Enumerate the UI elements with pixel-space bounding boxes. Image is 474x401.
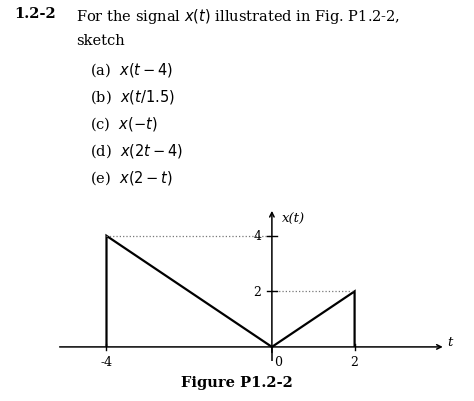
- Text: -4: -4: [100, 355, 112, 368]
- Text: (e)  $x(2-t)$: (e) $x(2-t)$: [90, 168, 173, 186]
- Text: sketch: sketch: [76, 34, 125, 48]
- Text: 2: 2: [254, 285, 262, 298]
- Text: (a)  $x(t-4)$: (a) $x(t-4)$: [90, 61, 173, 79]
- Text: (d)  $x(2t-4)$: (d) $x(2t-4)$: [90, 142, 183, 160]
- Text: t: t: [447, 336, 453, 348]
- Text: (c)  $x(-t)$: (c) $x(-t)$: [90, 115, 158, 132]
- Text: 4: 4: [254, 230, 262, 243]
- Text: 0: 0: [274, 355, 282, 368]
- Text: 2: 2: [351, 355, 358, 368]
- Text: (b)  $x(t/1.5)$: (b) $x(t/1.5)$: [90, 87, 175, 105]
- Text: x(t): x(t): [282, 213, 305, 226]
- Text: Figure P1.2-2: Figure P1.2-2: [181, 375, 293, 389]
- Text: For the signal $x(t)$ illustrated in Fig. P1.2-2,: For the signal $x(t)$ illustrated in Fig…: [76, 7, 400, 26]
- Text: 1.2-2: 1.2-2: [14, 7, 56, 21]
